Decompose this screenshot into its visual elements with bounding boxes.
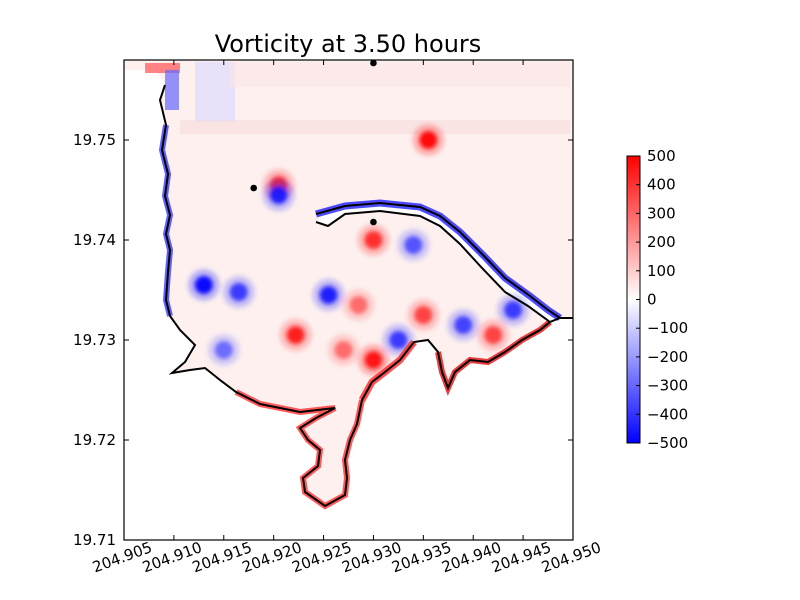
colorbar-tick-label: −500 [647,434,688,452]
eddy [334,341,353,359]
plot-area [123,59,574,541]
eddy [419,131,438,149]
eddy [364,351,383,369]
colorbar-tick-label: 0 [647,291,657,309]
colorbar-tick-label: 500 [647,147,676,165]
eddy [389,331,408,349]
eddy [404,236,423,254]
eddy [214,341,233,359]
noise-band [230,62,570,87]
eddy [319,286,338,304]
coastline [158,84,573,508]
eddy [414,306,433,324]
eddy [229,283,248,301]
colorbar-tick-label: −200 [647,348,688,366]
eddy [454,316,473,334]
chart-title: Vorticity at 3.50 hours [215,30,482,58]
noise-band [165,70,179,110]
noise-band [180,120,570,134]
colorbar-tick-label: −300 [647,377,688,395]
water-region [124,60,573,506]
eddy [349,296,368,314]
colorbar-tick-label: 400 [647,176,676,194]
noise-band [145,63,180,73]
colorbar: 500 400 300 200 100 0 −100 −200 −300 −400 −500 [626,147,688,452]
eddy [484,326,503,344]
y-tick-label: 19.71 [73,531,116,549]
eddy [364,231,383,249]
y-tick-label: 19.75 [73,131,116,149]
plot-frame [123,59,574,541]
station-marker [370,218,377,226]
eddy [269,186,288,204]
eddy [286,326,305,344]
colorbar-tick-label: −400 [647,405,688,423]
breakwater [315,201,561,323]
colorbar-tick-label: 300 [647,204,676,222]
colorbar-tick-label: 100 [647,262,676,280]
colorbar-tick-label: −100 [647,319,688,337]
y-tick-label: 19.74 [73,231,116,249]
eddy [194,276,213,294]
y-tick-label: 19.73 [73,331,116,349]
y-tick-label: 19.72 [73,431,116,449]
colorbar-tick-label: 200 [647,233,676,251]
y-axis: 19.71 19.72 19.73 19.74 19.75 [73,131,573,549]
station-marker [250,184,258,192]
noise-band [195,62,235,122]
eddy [504,301,523,319]
